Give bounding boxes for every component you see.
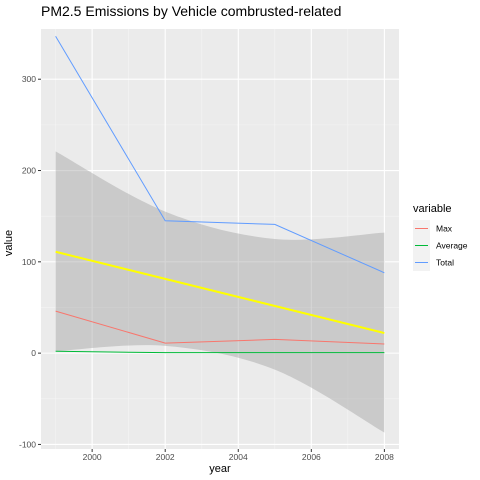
x-tick-label: 2000 (83, 452, 102, 462)
chart-title: PM2.5 Emissions by Vehicle combrusted-re… (41, 3, 341, 19)
legend: variable Max Average Total (413, 203, 468, 271)
grid-minor (41, 29, 399, 449)
legend-label-total: Total (436, 258, 454, 268)
y-tick-label: 300 (22, 74, 36, 84)
series-line-total (55, 36, 385, 274)
plot-panel (41, 29, 399, 449)
y-tick-label: 0 (31, 348, 36, 358)
x-tick-label: 2006 (302, 452, 321, 462)
x-tick-label: 2008 (375, 452, 394, 462)
x-axis-title: year (209, 463, 231, 475)
x-axis: 2000 2002 2004 2006 2008 (83, 449, 394, 462)
y-tick-label: -100 (19, 439, 36, 449)
series-line-average (55, 350, 385, 354)
legend-label-max: Max (436, 224, 453, 234)
x-tick-label: 2004 (229, 452, 248, 462)
y-tick-label: 100 (22, 257, 36, 267)
y-axis: -100 0 100 200 300 (19, 74, 41, 449)
y-tick-label: 200 (22, 166, 36, 176)
y-axis-title: value (3, 230, 15, 256)
series-line-max (55, 310, 385, 345)
legend-label-average: Average (436, 241, 468, 251)
x-tick-label: 2002 (156, 452, 175, 462)
grid-major (41, 29, 399, 449)
trend-line (55, 250, 385, 335)
series-lines (55, 36, 385, 354)
legend-title: variable (413, 203, 452, 215)
